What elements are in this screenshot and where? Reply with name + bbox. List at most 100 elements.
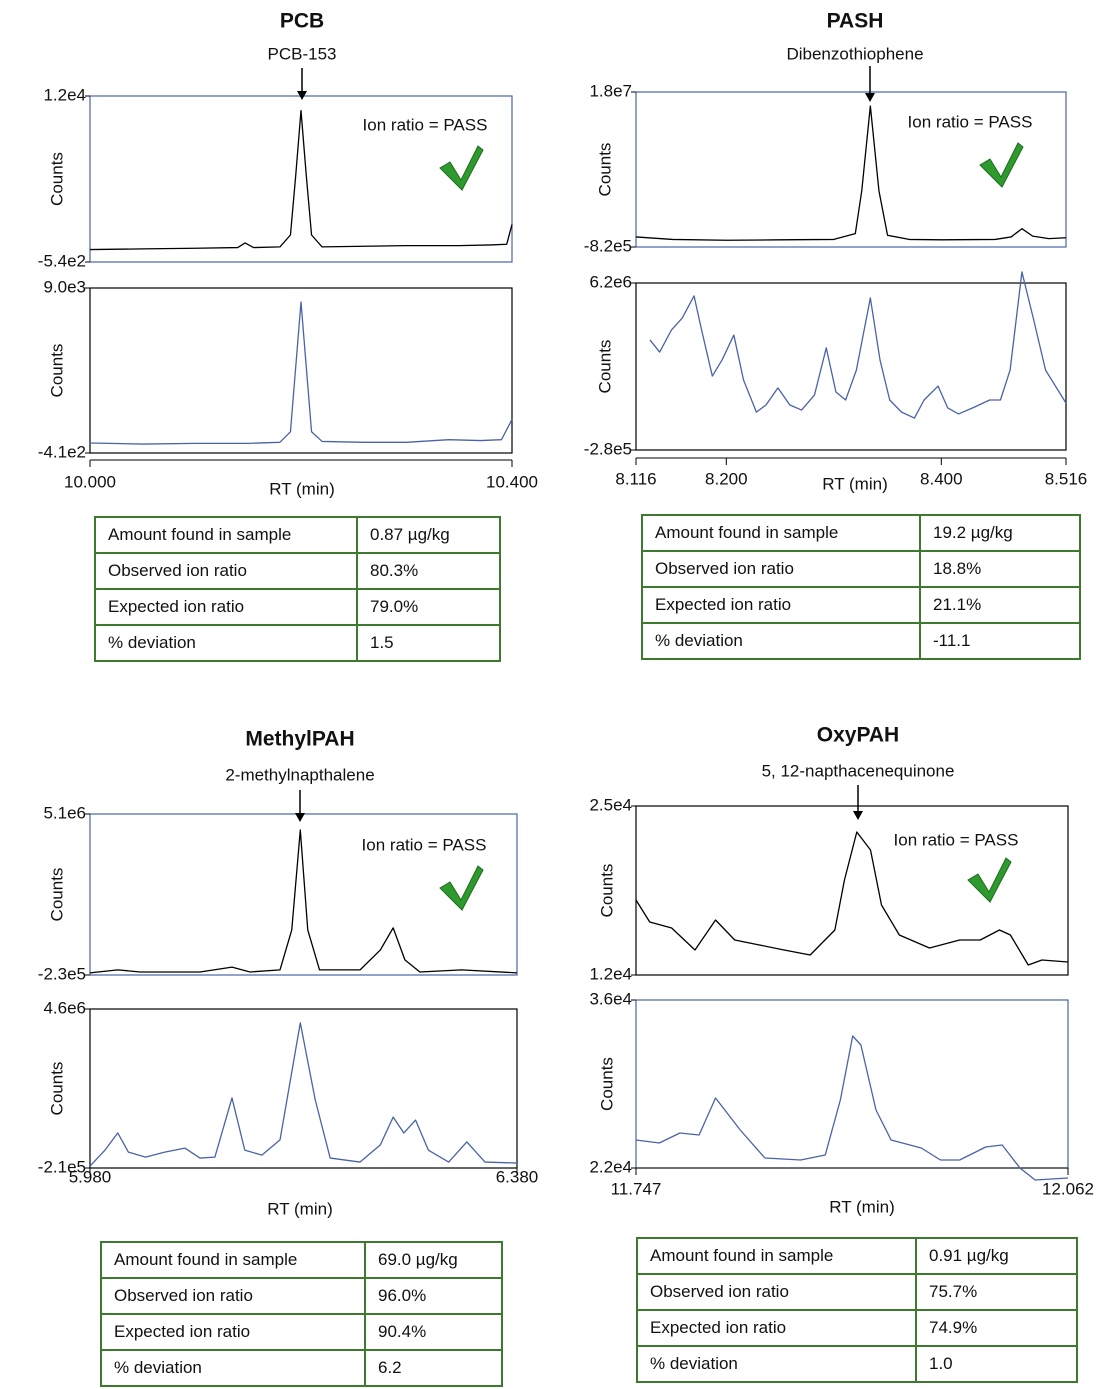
row-value: 69.0 µg/kg	[364, 1241, 503, 1279]
table-row: Expected ion ratio 74.9%	[636, 1309, 1078, 1347]
row-value: 75.7%	[915, 1273, 1078, 1311]
y-tick-label: -5.4e2	[38, 251, 86, 270]
check-icons	[439, 142, 1024, 911]
chromatogram-trace	[89, 829, 518, 974]
table-row: Amount found in sample 0.87 µg/kg	[94, 516, 501, 554]
chromatogram-trace	[89, 301, 513, 445]
x-tick-label: 8.200	[705, 469, 748, 488]
x-axis-label: RT (min)	[829, 1197, 895, 1216]
table-row: Amount found in sample 69.0 µg/kg	[100, 1241, 503, 1279]
y-tick-label: -2.3e5	[38, 964, 86, 983]
y-tick-label: 1.8e7	[589, 81, 632, 100]
x-axis-label: RT (min)	[822, 474, 888, 493]
row-value: 6.2	[364, 1349, 503, 1387]
y-tick-label: 2.5e4	[589, 795, 632, 814]
chromatogram-trace	[635, 105, 1067, 241]
plot-frame	[635, 999, 1069, 1169]
check-icon	[979, 142, 1024, 188]
chromatogram-trace	[635, 831, 1069, 966]
row-label: % deviation	[641, 622, 921, 660]
row-label: Observed ion ratio	[100, 1277, 366, 1315]
row-value: 0.87 µg/kg	[356, 516, 501, 554]
y-axis-label: Counts	[597, 864, 616, 918]
ion-ratio-note: Ion ratio = PASS	[362, 835, 487, 854]
plot-frame	[635, 282, 1067, 451]
x-tick-label: 10.400	[486, 472, 538, 491]
x-tick-label: 6.380	[496, 1167, 539, 1186]
row-value: 1.5	[356, 624, 501, 662]
compound-name: 2-methylnapthalene	[225, 765, 374, 784]
row-label: Amount found in sample	[636, 1237, 917, 1275]
table-row: Observed ion ratio 75.7%	[636, 1273, 1078, 1311]
table-row: Amount found in sample 19.2 µg/kg	[641, 514, 1081, 552]
row-label: Observed ion ratio	[94, 552, 358, 590]
row-label: Expected ion ratio	[94, 588, 358, 626]
x-tick-label: 8.400	[920, 469, 963, 488]
chart-title: OxyPAH	[817, 724, 899, 747]
compound-name: 5, 12-napthacenequinone	[762, 761, 955, 780]
x-axis-label: RT (min)	[269, 479, 335, 498]
x-tick-label: 5.980	[69, 1167, 112, 1186]
row-value: 18.8%	[919, 550, 1081, 588]
row-value: 90.4%	[364, 1313, 503, 1351]
row-label: Observed ion ratio	[636, 1273, 917, 1311]
row-value: 21.1%	[919, 586, 1081, 624]
table-row: % deviation 1.5	[94, 624, 501, 662]
table-row: Observed ion ratio 18.8%	[641, 550, 1081, 588]
row-value: -11.1	[919, 622, 1081, 660]
row-value: 0.91 µg/kg	[915, 1237, 1078, 1275]
y-tick-label: 6.2e6	[589, 272, 632, 291]
table-row: Expected ion ratio 21.1%	[641, 586, 1081, 624]
chart-title: PCB	[280, 10, 324, 33]
table-row: Observed ion ratio 96.0%	[100, 1277, 503, 1315]
chart-title: MethylPAH	[245, 728, 354, 751]
y-axis-label: Counts	[47, 1062, 66, 1116]
peak-arrowhead	[865, 93, 875, 102]
y-axis-label: Counts	[47, 868, 66, 922]
chromatogram-trace	[635, 1035, 1069, 1181]
y-tick-label: -8.2e5	[584, 236, 632, 255]
results-table: Amount found in sample 0.87 µg/kg Observed…	[94, 516, 501, 662]
results-table: Amount found in sample 0.91 µg/kg Observed…	[636, 1237, 1078, 1383]
y-tick-label: 5.1e6	[43, 803, 86, 822]
table-row: % deviation 6.2	[100, 1349, 503, 1387]
y-tick-label: -2.1e5	[38, 1157, 86, 1176]
row-label: Amount found in sample	[94, 516, 358, 554]
row-value: 96.0%	[364, 1277, 503, 1315]
ion-ratio-note: Ion ratio = PASS	[908, 112, 1033, 131]
results-table: Amount found in sample 19.2 µg/kg Observed…	[641, 514, 1081, 660]
x-tick-label: 12.062	[1042, 1179, 1094, 1198]
peak-arrowhead	[297, 91, 307, 100]
row-label: % deviation	[636, 1345, 917, 1383]
x-tick-label: 10.000	[64, 472, 116, 491]
table-row: Expected ion ratio 90.4%	[100, 1313, 503, 1351]
results-table: Amount found in sample 69.0 µg/kg Observed…	[100, 1241, 503, 1387]
y-tick-label: 3.6e4	[589, 989, 632, 1008]
y-axis-label: Counts	[47, 344, 66, 398]
chromatogram-trace	[649, 271, 1067, 419]
peak-arrowhead	[853, 811, 863, 820]
row-value: 74.9%	[915, 1309, 1078, 1347]
y-axis-label: Counts	[595, 340, 614, 394]
row-label: Expected ion ratio	[641, 586, 921, 624]
y-tick-label: 1.2e4	[589, 964, 632, 983]
table-row: Observed ion ratio 80.3%	[94, 552, 501, 590]
x-tick-label: 11.747	[611, 1179, 662, 1198]
y-axis-label: Counts	[47, 152, 66, 206]
check-icon	[967, 857, 1012, 903]
row-label: Observed ion ratio	[641, 550, 921, 588]
check-icon	[439, 865, 484, 911]
y-tick-label: 1.2e4	[43, 85, 86, 104]
chromatogram-trace	[89, 109, 513, 251]
y-axis-label: Counts	[595, 143, 614, 197]
y-tick-label: 9.0e3	[43, 277, 86, 296]
compound-name: Dibenzothiophene	[786, 44, 923, 63]
y-tick-label: 4.6e6	[43, 998, 86, 1017]
row-label: % deviation	[94, 624, 358, 662]
row-label: Expected ion ratio	[636, 1309, 917, 1347]
plot-frame	[635, 805, 1069, 976]
y-tick-label: -2.8e5	[584, 439, 632, 458]
peak-arrowhead	[295, 813, 305, 822]
row-value: 1.0	[915, 1345, 1078, 1383]
